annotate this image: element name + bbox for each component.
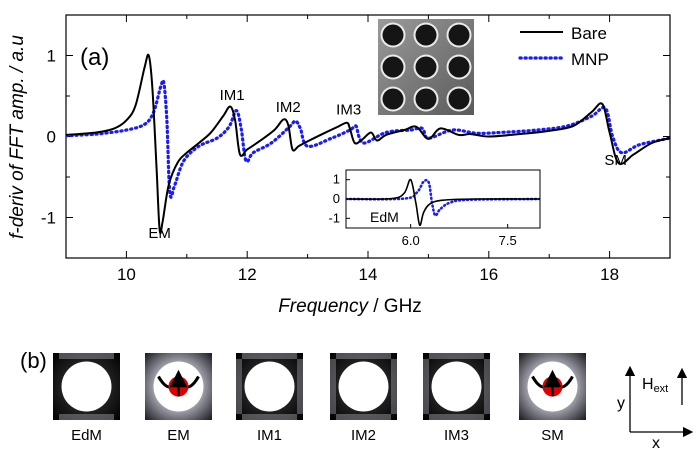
- x-tick-label: 14: [359, 265, 378, 284]
- x-axis-label: Frequency / GHz: [278, 296, 422, 317]
- series-line-bare: [66, 53, 670, 235]
- main-ticks: 10 12 14 16 18-101: [41, 14, 671, 284]
- legend-label-bare: Bare: [571, 24, 607, 43]
- inset-x-tick-label: 6.0: [402, 233, 420, 248]
- annotation-im3: IM3: [336, 102, 361, 119]
- inset-ticks: 1 0 -1 6.0 7.5: [328, 172, 516, 248]
- mode-tile-edm: EdM: [53, 353, 120, 444]
- field-label-main: H: [642, 376, 654, 393]
- inset-series: [346, 178, 540, 226]
- x-tick-label: 10: [117, 265, 136, 284]
- mode-profiles: (b) EdM EM IM1 IM2 IM3 SM y x Hext: [20, 348, 694, 452]
- x-tick-label: 12: [238, 265, 257, 284]
- x-axis-label-rest: / GHz: [368, 296, 422, 317]
- mode-tile-em: EM: [145, 353, 212, 444]
- main-chart: 10 12 14 16 18-101 (a) f-deriv of FFT amp. /…: [7, 14, 671, 317]
- tile-label: IM3: [444, 427, 469, 444]
- mode-annotations: EM IM1 IM2 IM3 SM: [148, 87, 627, 242]
- tile-label: EdM: [71, 427, 102, 444]
- y-tick-label: -1: [41, 209, 56, 228]
- inset-x-tick-label: 7.5: [499, 233, 517, 248]
- tile-label: IM1: [257, 427, 282, 444]
- y-tick-label: 0: [47, 128, 56, 147]
- axes-diagram: y x Hext: [617, 365, 694, 452]
- annotation-sm: SM: [604, 152, 627, 169]
- mode-tile-sm: SM: [519, 353, 586, 444]
- legend-label-mnp: MNP: [571, 50, 609, 69]
- x-tick-label: 18: [600, 265, 619, 284]
- legend: Bare MNP: [518, 24, 609, 69]
- sem-micrograph: [378, 19, 474, 115]
- inset-y-tick-label: 1: [333, 172, 340, 187]
- series-line-bare: [346, 178, 540, 226]
- annotation-em: EM: [148, 225, 171, 242]
- edm-inset: 1 0 -1 6.0 7.5 EdM: [328, 169, 541, 248]
- x-axis-label-italic: Frequency: [278, 296, 369, 317]
- annotation-im2: IM2: [276, 99, 301, 116]
- axis-label-y: y: [617, 395, 625, 412]
- y-axis-label: f-deriv of FFT amp. / a.u: [7, 35, 28, 239]
- inset-y-tick-label: 0: [333, 191, 340, 206]
- annotation-im1: IM1: [220, 87, 245, 104]
- inset-label: EdM: [370, 209, 399, 225]
- tile-label: SM: [541, 427, 564, 444]
- tile-label: EM: [167, 427, 190, 444]
- main-series: [66, 53, 670, 235]
- series-line-mnp: [66, 78, 670, 199]
- mode-tile-im2: IM2: [330, 353, 397, 444]
- panel-label-b: (b): [20, 348, 47, 373]
- inset-y-tick-label: -1: [328, 210, 340, 225]
- tile-label: IM2: [351, 427, 376, 444]
- mode-tile-im3: IM3: [423, 353, 490, 444]
- field-label-sub: ext: [654, 383, 669, 395]
- panel-label-a: (a): [80, 44, 109, 71]
- y-tick-label: 1: [47, 47, 56, 66]
- axis-label-x: x: [652, 435, 660, 452]
- field-label: Hext: [642, 376, 668, 395]
- x-tick-label: 16: [479, 265, 498, 284]
- mode-tile-im1: IM1: [236, 353, 303, 444]
